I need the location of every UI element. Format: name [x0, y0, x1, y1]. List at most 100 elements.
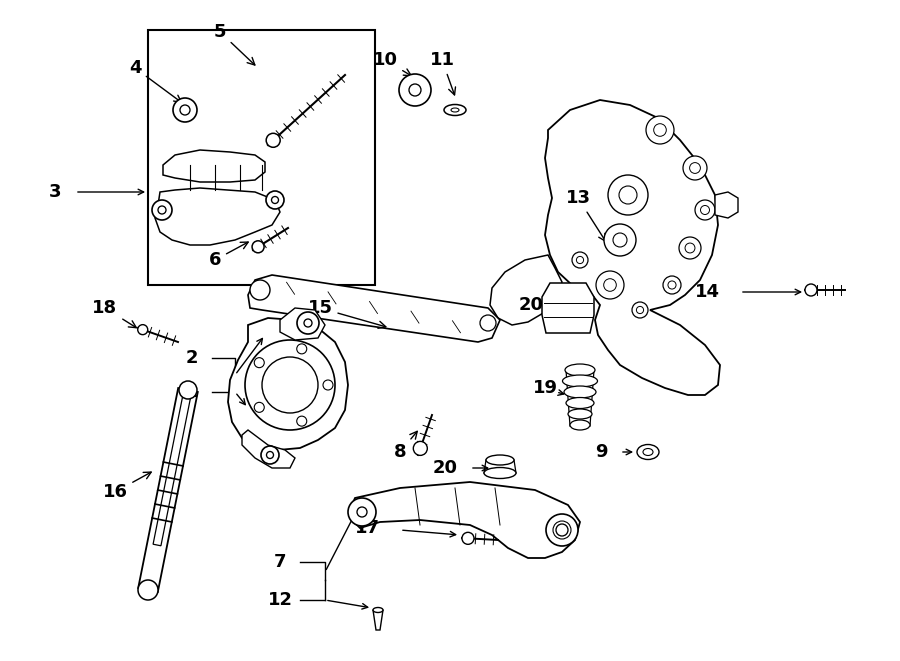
Text: 14: 14	[695, 283, 720, 301]
Bar	[148, 30, 375, 285]
Circle shape	[553, 521, 571, 539]
Circle shape	[266, 134, 280, 147]
Text: 2: 2	[185, 349, 198, 367]
Ellipse shape	[444, 104, 466, 116]
Circle shape	[138, 325, 148, 334]
Ellipse shape	[643, 449, 653, 455]
Text: 17: 17	[355, 519, 380, 537]
Circle shape	[556, 524, 568, 536]
Ellipse shape	[566, 397, 594, 408]
Polygon shape	[155, 188, 280, 245]
Text: 8: 8	[393, 432, 418, 461]
Circle shape	[158, 206, 166, 214]
Circle shape	[608, 175, 648, 215]
Circle shape	[266, 451, 274, 459]
Circle shape	[695, 200, 715, 220]
Circle shape	[357, 507, 367, 517]
Text: 9: 9	[596, 443, 608, 461]
Text: 5: 5	[214, 23, 255, 65]
Polygon shape	[542, 283, 594, 333]
Ellipse shape	[562, 375, 598, 387]
Ellipse shape	[484, 467, 516, 479]
Circle shape	[646, 116, 674, 144]
Polygon shape	[139, 388, 198, 592]
Polygon shape	[228, 318, 348, 450]
Text: 10: 10	[373, 51, 411, 76]
Circle shape	[679, 237, 701, 259]
Circle shape	[255, 358, 265, 368]
Ellipse shape	[637, 444, 659, 459]
Circle shape	[462, 532, 474, 544]
Circle shape	[636, 307, 644, 313]
Circle shape	[689, 163, 700, 173]
Circle shape	[619, 186, 637, 204]
Circle shape	[304, 319, 312, 327]
Circle shape	[180, 105, 190, 115]
Text: 19: 19	[533, 379, 558, 397]
Polygon shape	[715, 192, 738, 218]
Polygon shape	[280, 308, 325, 340]
Circle shape	[700, 206, 709, 215]
Text: 1: 1	[185, 383, 198, 401]
Text: 16: 16	[103, 472, 151, 501]
Circle shape	[604, 224, 636, 256]
Text: 3: 3	[49, 183, 61, 201]
Circle shape	[613, 233, 627, 247]
Circle shape	[604, 279, 617, 292]
Circle shape	[261, 446, 279, 464]
Text: 11: 11	[429, 51, 455, 95]
Ellipse shape	[564, 386, 596, 398]
Circle shape	[576, 256, 583, 264]
Circle shape	[255, 403, 265, 412]
Circle shape	[413, 442, 428, 455]
Circle shape	[348, 498, 376, 526]
Text: 4: 4	[129, 59, 182, 102]
Circle shape	[297, 416, 307, 426]
Polygon shape	[163, 150, 265, 182]
Circle shape	[409, 84, 421, 96]
Circle shape	[480, 315, 496, 331]
Circle shape	[685, 243, 695, 253]
Circle shape	[683, 156, 707, 180]
Ellipse shape	[486, 455, 514, 465]
Circle shape	[668, 281, 676, 289]
Polygon shape	[545, 100, 720, 395]
Circle shape	[297, 312, 319, 334]
Text: 18: 18	[93, 299, 136, 328]
Circle shape	[805, 284, 817, 296]
Text: 20: 20	[433, 459, 458, 477]
Polygon shape	[373, 610, 383, 630]
Circle shape	[266, 191, 284, 209]
Text: 15: 15	[308, 299, 386, 329]
Polygon shape	[248, 275, 500, 342]
Circle shape	[663, 276, 681, 294]
Ellipse shape	[373, 607, 383, 613]
Ellipse shape	[570, 420, 590, 430]
Circle shape	[152, 200, 172, 220]
Text: 7: 7	[274, 553, 286, 571]
Circle shape	[252, 241, 264, 253]
Circle shape	[138, 580, 158, 600]
Polygon shape	[350, 482, 580, 558]
Text: 12: 12	[267, 591, 293, 609]
Circle shape	[173, 98, 197, 122]
Circle shape	[179, 381, 197, 399]
Polygon shape	[490, 255, 562, 325]
Circle shape	[596, 271, 624, 299]
Circle shape	[323, 380, 333, 390]
Circle shape	[262, 357, 318, 413]
Text: 6: 6	[209, 242, 248, 269]
Polygon shape	[242, 430, 295, 468]
Circle shape	[297, 344, 307, 354]
Circle shape	[399, 74, 431, 106]
Polygon shape	[153, 389, 192, 546]
Circle shape	[572, 252, 588, 268]
Ellipse shape	[568, 409, 592, 419]
Circle shape	[245, 340, 335, 430]
Text: 13: 13	[565, 189, 606, 241]
Circle shape	[632, 302, 648, 318]
Ellipse shape	[565, 364, 595, 376]
Ellipse shape	[451, 108, 459, 112]
Circle shape	[546, 514, 578, 546]
Text: 20: 20	[519, 296, 544, 314]
